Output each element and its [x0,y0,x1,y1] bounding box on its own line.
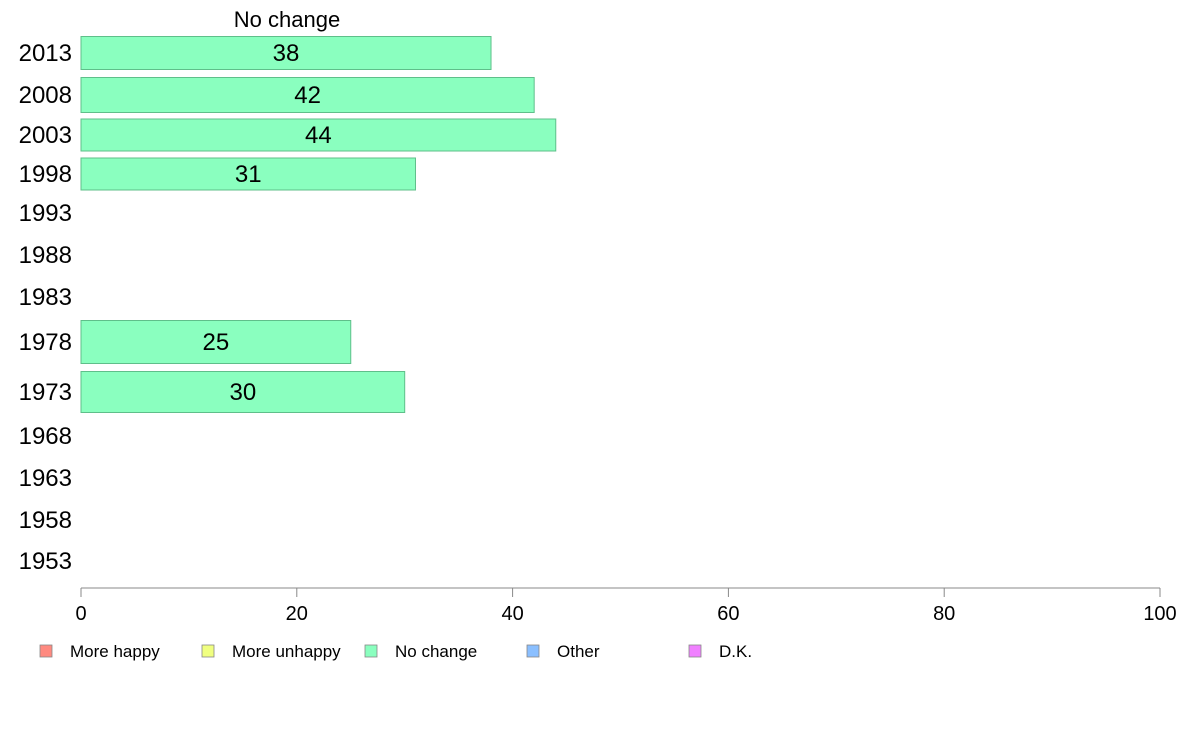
bar-value-label-2008: 42 [294,82,321,109]
bar-2013 [80,36,492,70]
year-label-1968: 1968 [19,423,72,450]
legend-swatch-no-change [364,644,378,658]
x-tick-label-40: 40 [501,603,523,625]
chart-title: No change [234,7,340,32]
year-label-1998: 1998 [19,161,72,188]
year-label-1958: 1958 [19,507,72,534]
x-tick-label-100: 100 [1143,603,1176,625]
legend-swatch-more-happy [39,644,53,658]
bar-1978 [80,320,352,364]
legend-label-no-change: No change [395,642,477,661]
legend-swatch-other [526,644,540,658]
year-label-1953: 1953 [19,548,72,575]
year-label-1993: 1993 [19,200,72,227]
year-label-1988: 1988 [19,242,72,269]
bar-value-label-1978: 25 [203,329,230,356]
x-tick-label-80: 80 [933,603,955,625]
bar-2003 [80,118,557,152]
x-tick-label-20: 20 [286,603,308,625]
year-label-1963: 1963 [19,465,72,492]
year-label-2013: 2013 [19,40,72,67]
bar-value-label-1998: 31 [235,161,262,188]
year-label-2008: 2008 [19,82,72,109]
bar-2008 [80,77,535,113]
bar-value-label-2013: 38 [273,40,300,67]
legend-swatch-more-unhappy [201,644,215,658]
year-label-1978: 1978 [19,329,72,356]
year-label-1983: 1983 [19,284,72,311]
x-tick-label-60: 60 [717,603,739,625]
year-label-1973: 1973 [19,379,72,406]
legend-label-more-happy: More happy [70,642,160,661]
bar-value-label-1973: 30 [229,379,256,406]
bar-1998 [80,157,416,191]
legend-swatch-d-k [688,644,702,658]
bar-value-label-2003: 44 [305,122,332,149]
year-label-2003: 2003 [19,122,72,149]
legend-label-more-unhappy: More unhappy [232,642,341,661]
x-tick-label-0: 0 [75,603,86,625]
legend-label-other: Other [557,642,600,661]
legend-label-d-k: D.K. [719,642,752,661]
bar-1973 [80,371,406,413]
